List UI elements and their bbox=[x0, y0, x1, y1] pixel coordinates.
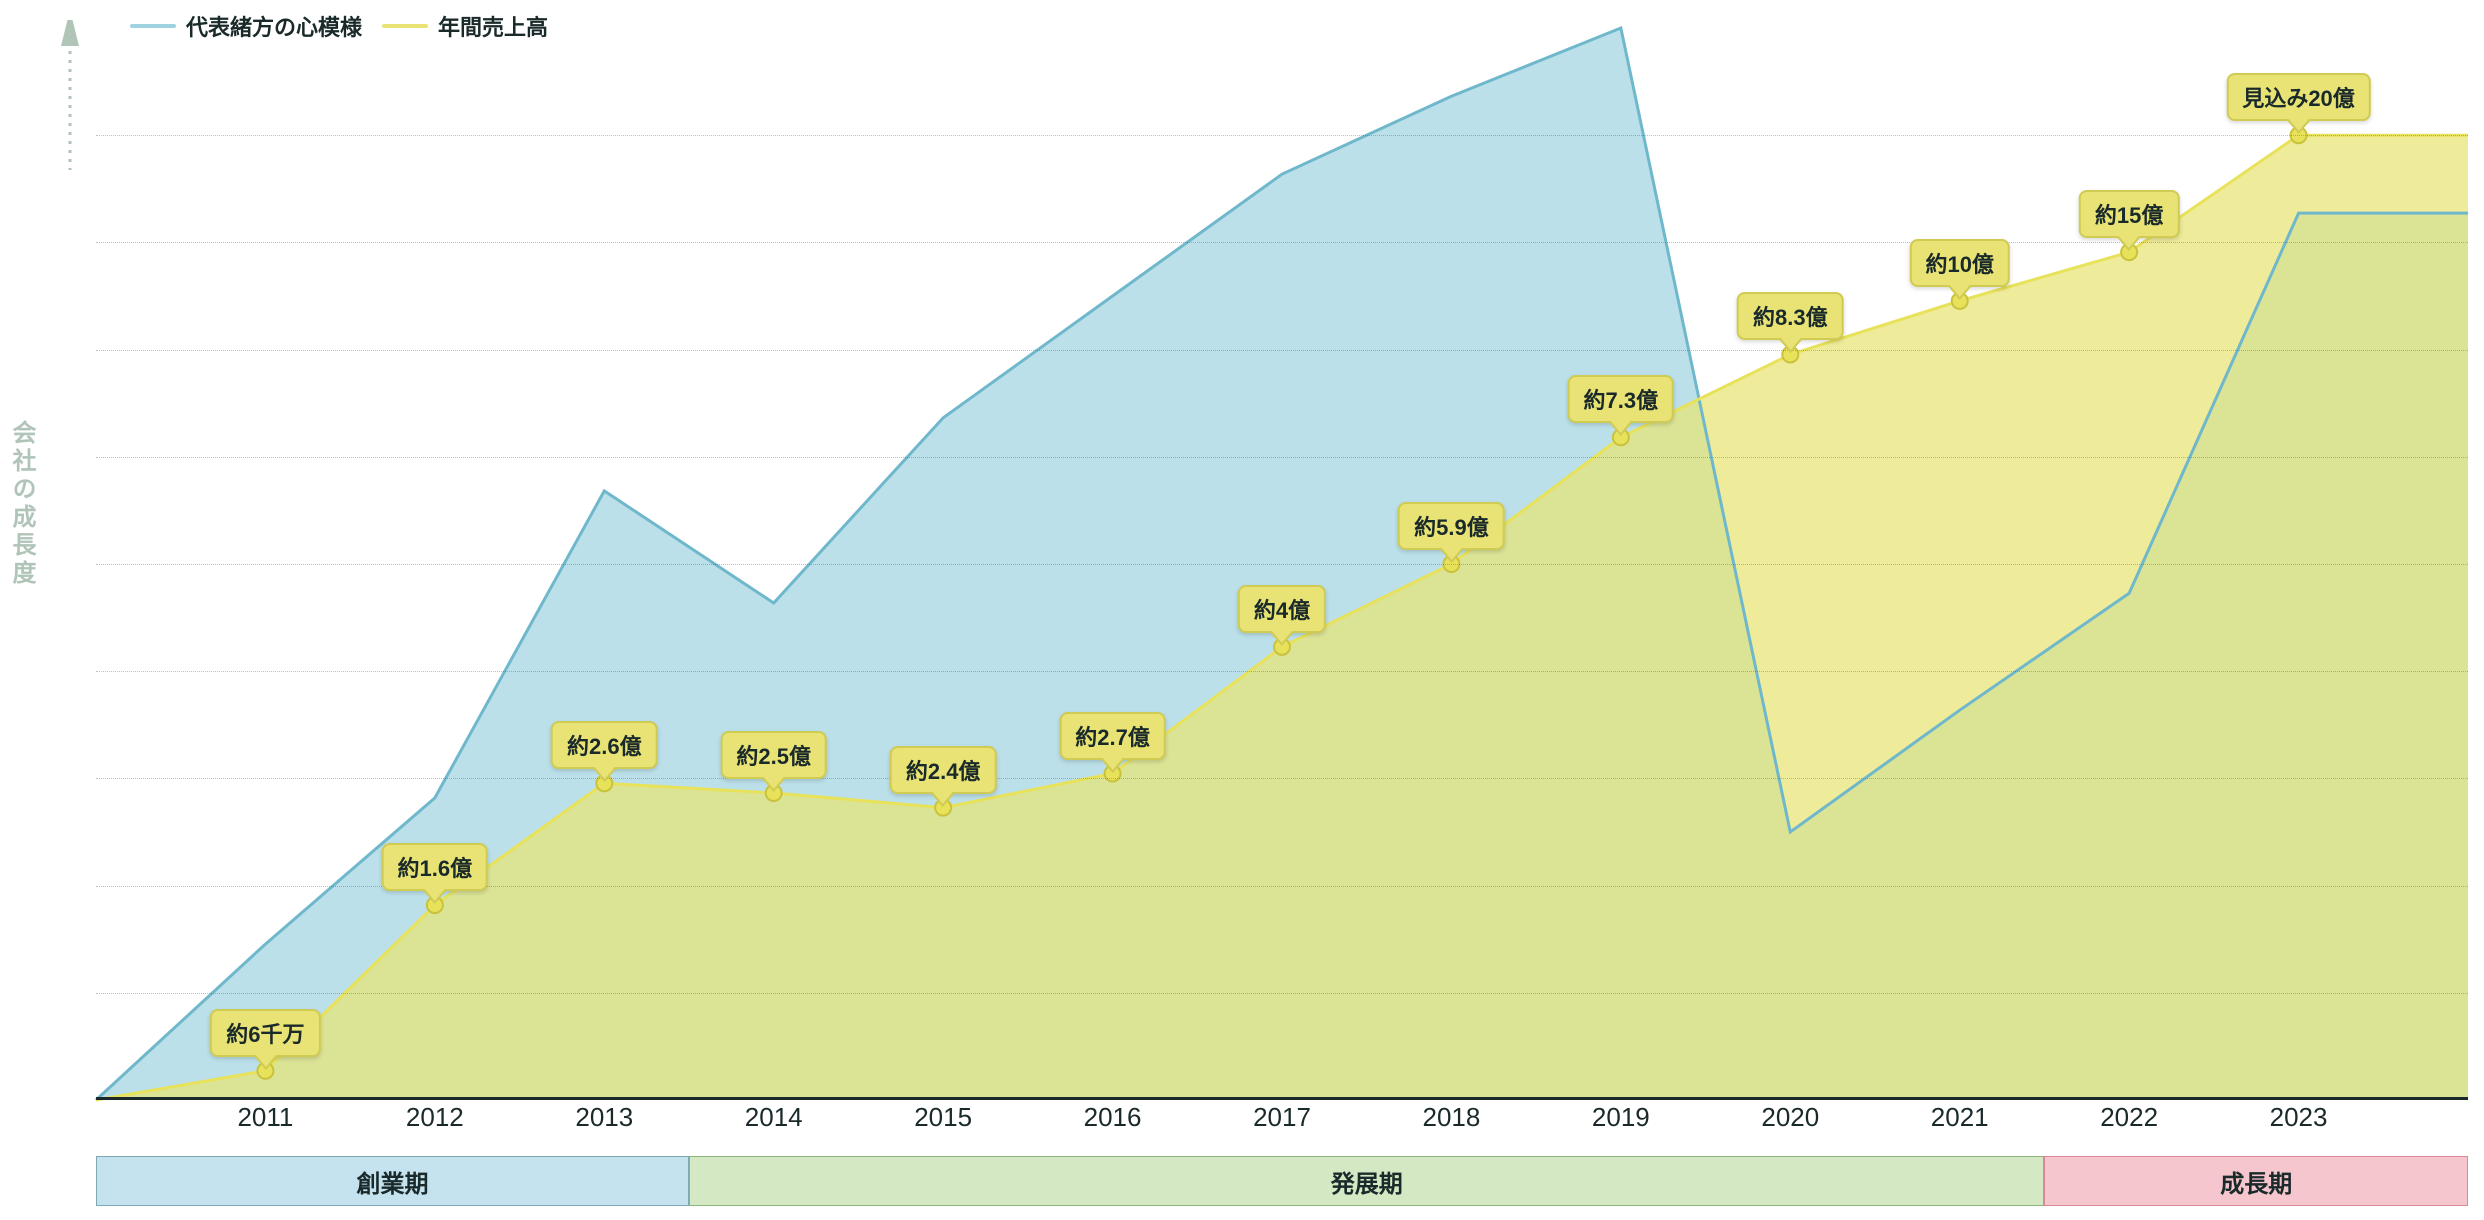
x-tick-label: 2013 bbox=[575, 1102, 633, 1133]
period-cell: 成長期 bbox=[2044, 1156, 2468, 1206]
x-tick-label: 2022 bbox=[2100, 1102, 2158, 1133]
gridline bbox=[96, 457, 2468, 458]
period-cell: 創業期 bbox=[96, 1156, 689, 1206]
gridline bbox=[96, 350, 2468, 351]
value-tooltip: 約2.4億 bbox=[890, 746, 997, 794]
x-axis-baseline bbox=[96, 1097, 2468, 1100]
x-tick-label: 2018 bbox=[1423, 1102, 1481, 1133]
value-tooltip: 約1.6億 bbox=[382, 843, 489, 891]
value-tooltip: 約8.3億 bbox=[1737, 292, 1844, 340]
value-tooltip: 約6千万 bbox=[210, 1009, 320, 1057]
x-tick-label: 2016 bbox=[1084, 1102, 1142, 1133]
value-tooltip: 約2.6億 bbox=[551, 721, 658, 769]
y-axis-label: 会社の成長度 bbox=[4, 420, 39, 588]
period-bar: 創業期発展期成長期 bbox=[96, 1156, 2468, 1206]
gridline bbox=[96, 778, 2468, 779]
x-tick-label: 2011 bbox=[237, 1102, 293, 1133]
gridline bbox=[96, 135, 2468, 136]
value-tooltip: 約2.5億 bbox=[720, 731, 827, 779]
value-tooltip: 約10億 bbox=[1909, 239, 2009, 287]
x-tick-label: 2015 bbox=[914, 1102, 972, 1133]
x-tick-label: 2021 bbox=[1931, 1102, 1989, 1133]
gridline bbox=[96, 564, 2468, 565]
value-tooltip: 約5.9億 bbox=[1398, 502, 1505, 550]
value-tooltip: 約15億 bbox=[2079, 190, 2179, 238]
x-tick-label: 2023 bbox=[2270, 1102, 2328, 1133]
value-tooltip: 約4億 bbox=[1238, 585, 1326, 633]
x-tick-label: 2014 bbox=[745, 1102, 803, 1133]
gridline bbox=[96, 671, 2468, 672]
y-axis-arrow bbox=[60, 20, 90, 170]
x-axis: 2011 2012 2013 2014 2015 2016 2017 2018 2019 2020… bbox=[96, 1102, 2468, 1142]
growth-chart: 代表緒方の心模様 年間売上高 会社の成長度 約6千万約1.6億約2.6億約2.5… bbox=[0, 0, 2484, 1220]
gridline bbox=[96, 993, 2468, 994]
x-tick-label: 2019 bbox=[1592, 1102, 1650, 1133]
x-tick-label: 2020 bbox=[1761, 1102, 1819, 1133]
x-tick-label: 2012 bbox=[406, 1102, 464, 1133]
value-tooltip: 見込み20億 bbox=[2226, 73, 2370, 121]
value-tooltip: 約7.3億 bbox=[1568, 375, 1675, 423]
plot-area: 約6千万 約1.6億 約2.6億 約2.5億 約2.4億 約2.7億 約4億 約5.9億 約7.… bbox=[96, 28, 2468, 1100]
x-tick-label: 2017 bbox=[1253, 1102, 1311, 1133]
gridline bbox=[96, 242, 2468, 243]
value-tooltip: 約2.7億 bbox=[1059, 712, 1166, 760]
period-cell: 発展期 bbox=[689, 1156, 2044, 1206]
